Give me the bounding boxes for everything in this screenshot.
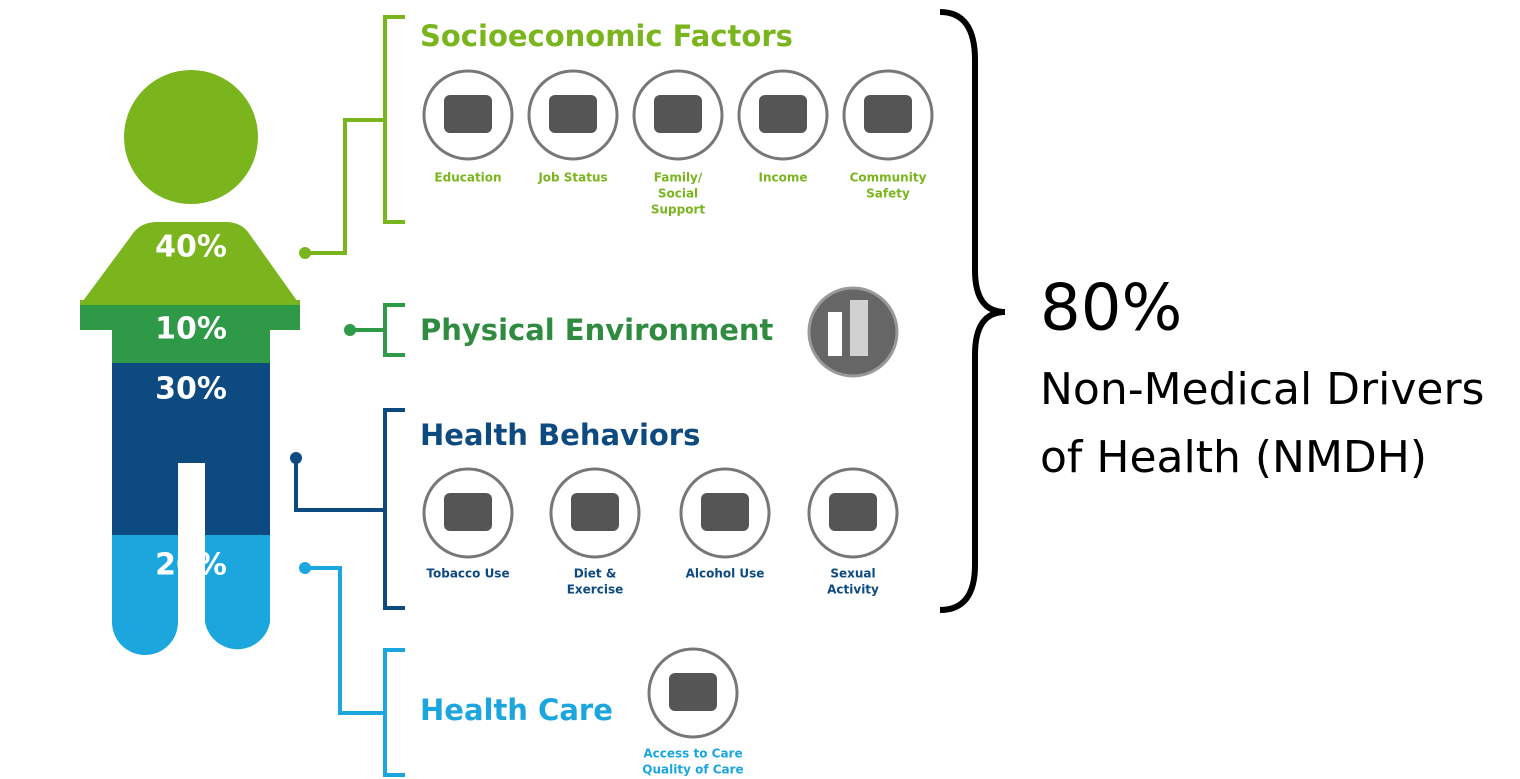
icon-label: Family/ <box>654 171 703 185</box>
summary-line: of Health (NMDH) <box>1040 432 1427 483</box>
percent-label: 10% <box>155 312 227 347</box>
connectors <box>296 17 405 775</box>
icon-label: Social <box>658 187 698 201</box>
group-title: Health Care <box>420 693 613 727</box>
icon-glyph <box>571 493 619 531</box>
icon-glyph <box>444 95 492 133</box>
icon-label: Job Status <box>537 171 607 185</box>
infographic: 80% Non-Medical Drivers of Health (NMDH)… <box>0 0 1520 779</box>
icon-label: Safety <box>866 187 910 201</box>
icon-label: Exercise <box>567 583 624 597</box>
brace <box>940 12 1005 610</box>
icon-label: Community <box>850 171 927 185</box>
icon-label: Support <box>651 203 706 217</box>
connector <box>305 17 405 253</box>
icon-glyph <box>669 673 717 711</box>
icon-label: Sexual <box>830 567 875 581</box>
physical-icon <box>809 288 897 376</box>
dot <box>299 562 311 574</box>
dot <box>290 452 302 464</box>
icon-label: Quality of Care <box>642 763 743 777</box>
connector <box>350 305 405 355</box>
icon-glyph <box>444 493 492 531</box>
connector <box>296 410 405 608</box>
icon-glyph <box>864 95 912 133</box>
percent-label: 20% <box>155 548 227 583</box>
percent-label: 40% <box>155 230 227 265</box>
icon-building <box>850 300 868 356</box>
summary-value: 80% <box>1040 272 1182 346</box>
icon-building <box>828 312 842 356</box>
summary-line: Non-Medical Drivers <box>1040 364 1484 415</box>
percent-label: 30% <box>155 372 227 407</box>
icon-label: Income <box>758 171 807 185</box>
icon-glyph <box>701 493 749 531</box>
icon-label: Education <box>434 171 501 185</box>
group-title: Health Behaviors <box>420 418 700 452</box>
group-title: Socioeconomic Factors <box>420 19 793 53</box>
icon-label: Diet & <box>574 567 617 581</box>
dot <box>299 247 311 259</box>
dot <box>344 324 356 336</box>
icon-label: Access to Care <box>643 747 742 761</box>
icon-glyph <box>759 95 807 133</box>
icon-label: Activity <box>827 583 879 597</box>
page: 80% Non-Medical Drivers of Health (NMDH)… <box>0 0 1520 779</box>
group-title: Physical Environment <box>420 313 774 347</box>
icon-glyph <box>829 493 877 531</box>
connector <box>305 568 405 775</box>
icon-label: Tobacco Use <box>426 567 509 581</box>
icon-label: Alcohol Use <box>686 567 765 581</box>
icon-glyph <box>549 95 597 133</box>
icon-glyph <box>654 95 702 133</box>
